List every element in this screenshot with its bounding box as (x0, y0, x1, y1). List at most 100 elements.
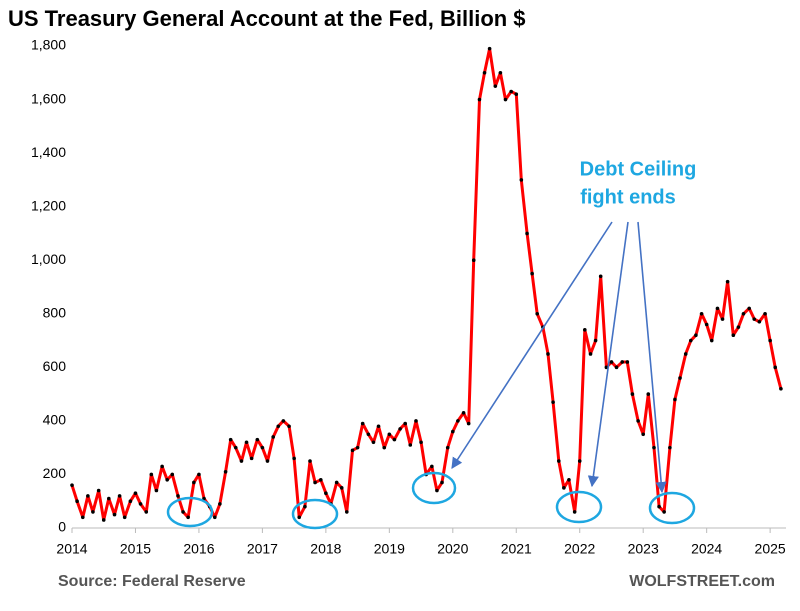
x-tick-label: 2017 (247, 541, 278, 557)
data-point (747, 306, 751, 311)
data-point (514, 92, 519, 96)
data-point (430, 464, 434, 469)
x-tick-label: 2019 (374, 541, 405, 557)
data-point (287, 424, 291, 429)
data-point (392, 437, 397, 442)
data-point (223, 469, 228, 474)
data-point (255, 437, 260, 442)
data-point (345, 510, 349, 514)
data-point (451, 429, 455, 434)
x-tick-label: 2021 (501, 541, 532, 557)
x-tick-label: 2018 (310, 541, 341, 557)
data-point (350, 448, 355, 453)
credit: WOLFSTREET.com (629, 573, 775, 590)
data-point (471, 258, 476, 263)
data-line (70, 47, 783, 522)
data-point (487, 46, 492, 51)
data-point (779, 386, 783, 391)
data-point (752, 317, 757, 321)
data-point (117, 494, 122, 498)
data-point (768, 338, 772, 343)
data-point (414, 419, 418, 423)
y-tick-label: 400 (43, 412, 67, 428)
data-point (149, 472, 154, 477)
data-point (641, 432, 645, 437)
data-point (86, 494, 90, 498)
data-point (101, 518, 106, 522)
y-tick-label: 1,800 (31, 37, 66, 53)
y-tick-label: 1,200 (31, 197, 66, 213)
data-point (456, 419, 460, 423)
data-point (741, 311, 746, 316)
y-tick-label: 200 (43, 465, 67, 481)
data-point (689, 338, 693, 343)
data-point (466, 421, 471, 426)
data-point (572, 510, 577, 514)
data-point (583, 328, 587, 332)
data-point (477, 97, 482, 102)
data-point (546, 352, 550, 356)
data-point (360, 421, 365, 426)
annotation-arrows (451, 221, 667, 494)
data-point (498, 70, 503, 75)
data-point (625, 360, 630, 364)
data-point (165, 478, 169, 482)
x-tick-label: 2016 (183, 541, 214, 557)
data-point (551, 400, 555, 404)
data-point (313, 480, 317, 485)
data-point (609, 360, 614, 364)
data-point (398, 427, 402, 431)
data-point (509, 89, 513, 94)
data-point (715, 306, 720, 311)
data-point (763, 311, 767, 316)
data-point (122, 515, 127, 520)
data-point (382, 445, 387, 450)
data-point (371, 440, 376, 445)
y-tick-label: 1,000 (31, 251, 66, 267)
data-point (176, 494, 180, 498)
data-point (297, 515, 302, 520)
data-point (260, 445, 265, 450)
data-point (593, 338, 598, 343)
data-point (366, 432, 371, 437)
data-point (673, 397, 677, 402)
data-point (556, 459, 561, 463)
x-tick-label: 2022 (564, 541, 595, 557)
data-point (281, 419, 286, 423)
data-point (213, 515, 217, 520)
y-tick-label: 1,600 (31, 90, 66, 106)
data-point (138, 502, 143, 506)
data-point (96, 488, 101, 493)
data-point (657, 504, 661, 509)
chart-title: US Treasury General Account at the Fed, … (8, 6, 526, 31)
data-point (435, 488, 439, 493)
x-tick-label: 2024 (691, 541, 722, 557)
annotation-shapes (166, 471, 696, 530)
data-point (403, 421, 408, 426)
data-point (271, 435, 275, 439)
data-point (233, 445, 238, 450)
data-point (683, 352, 688, 356)
data-point (355, 445, 360, 450)
data-point (577, 459, 582, 463)
data-point (339, 486, 344, 490)
data-point (334, 480, 339, 485)
data-point (239, 459, 244, 463)
data-point (614, 365, 619, 370)
y-tick-label: 1,400 (31, 144, 66, 160)
data-point (678, 376, 682, 380)
data-point (303, 504, 307, 509)
data-point (652, 445, 656, 450)
data-point (519, 178, 524, 182)
x-tick-label: 2023 (628, 541, 659, 557)
data-point (308, 459, 312, 463)
data-point (160, 464, 164, 469)
data-point (133, 491, 138, 495)
data-point (249, 456, 254, 461)
data-point (709, 338, 714, 343)
data-point (662, 510, 666, 514)
data-point (144, 510, 149, 514)
annotation-text: Debt Ceiling (580, 158, 697, 180)
annotation-text: fight ends (580, 186, 676, 208)
data-point (562, 486, 566, 490)
